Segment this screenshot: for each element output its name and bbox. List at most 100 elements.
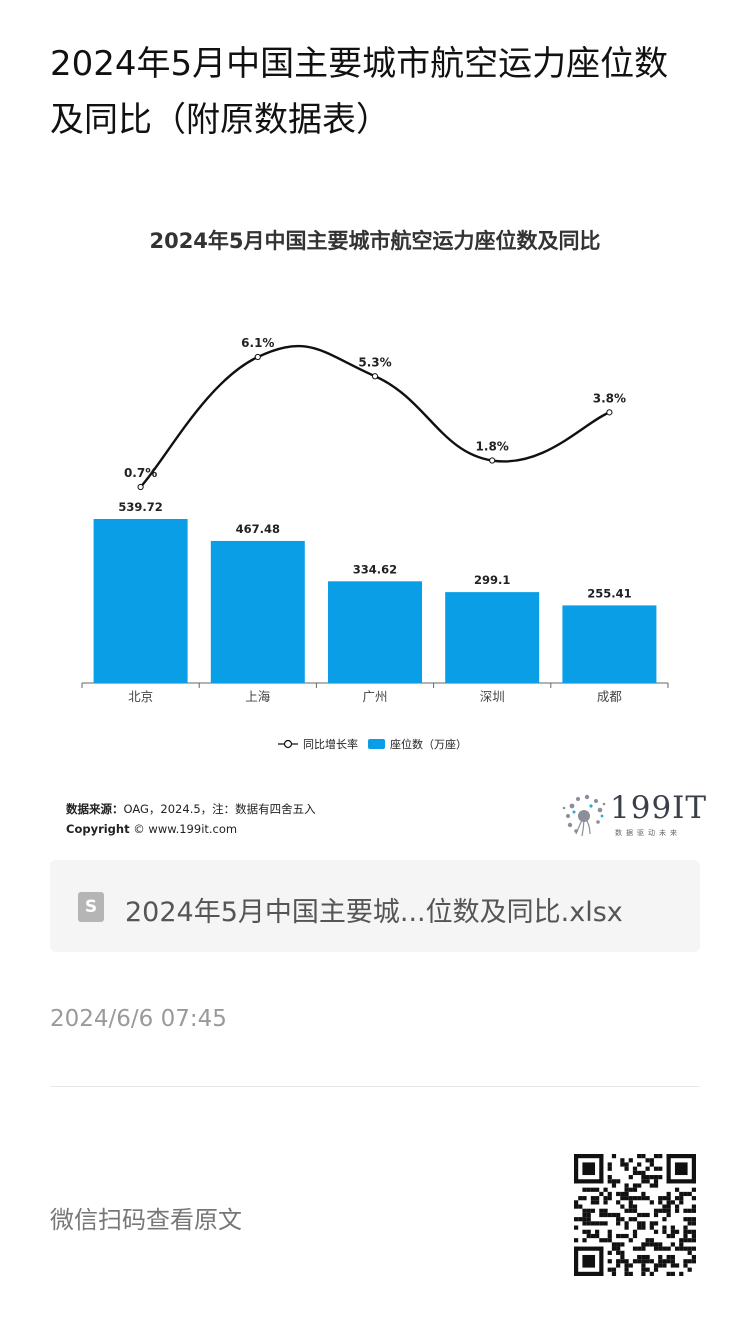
qr-module — [691, 1196, 696, 1201]
qr-module — [662, 1217, 667, 1222]
qr-module — [658, 1175, 663, 1180]
bar — [210, 540, 305, 683]
qr-module — [641, 1196, 646, 1201]
qr-module — [662, 1229, 667, 1234]
qr-module — [653, 1166, 659, 1171]
qr-module — [691, 1259, 696, 1264]
qr-module — [628, 1271, 633, 1276]
qr-module — [582, 1229, 587, 1234]
qr-module — [582, 1212, 587, 1218]
x-tick-label: 北京 — [128, 689, 153, 704]
qr-module — [632, 1217, 638, 1222]
qr-module — [611, 1179, 617, 1184]
qr-module — [616, 1233, 621, 1239]
qr-module — [599, 1191, 604, 1197]
qr-finder — [599, 1246, 604, 1276]
qr-module — [624, 1187, 629, 1192]
qr-module — [649, 1271, 654, 1276]
brand-name: 199IT — [610, 790, 708, 826]
qr-module — [670, 1229, 675, 1234]
qr-finder — [666, 1179, 696, 1184]
qr-module — [620, 1250, 625, 1255]
qr-module — [628, 1200, 633, 1205]
qr-module — [687, 1238, 692, 1243]
qr-module — [674, 1229, 680, 1234]
qr-module — [616, 1242, 621, 1247]
qr-module — [641, 1267, 646, 1272]
qr-module — [653, 1229, 659, 1234]
qr-module — [616, 1200, 621, 1205]
qr-module — [653, 1212, 659, 1218]
qr-module — [586, 1212, 591, 1218]
qr-module — [641, 1154, 646, 1159]
qr-module — [590, 1187, 596, 1192]
qr-finder — [574, 1154, 604, 1159]
file-icon-letter: S — [84, 897, 98, 917]
qr-module — [691, 1208, 696, 1213]
qr-module — [611, 1242, 617, 1247]
growth-point — [137, 483, 144, 491]
qr-module — [687, 1191, 692, 1197]
qr-module — [658, 1246, 663, 1251]
qr-module — [624, 1196, 629, 1201]
qr-finder — [666, 1154, 696, 1159]
qr-module — [683, 1263, 688, 1268]
qr-module — [607, 1229, 612, 1234]
qr-module — [662, 1225, 667, 1230]
qr-module — [670, 1242, 675, 1247]
attachment-file-name[interactable]: 2024年5月中国主要城...位数及同比.xlsx — [125, 897, 623, 928]
qr-module — [683, 1259, 688, 1264]
qr-module — [607, 1238, 612, 1243]
qr-module — [674, 1204, 680, 1209]
qr-module — [683, 1233, 688, 1239]
qr-module — [582, 1196, 587, 1201]
qr-module — [632, 1166, 638, 1171]
qr-module — [574, 1238, 579, 1243]
qr-module — [649, 1259, 654, 1264]
qr-module — [586, 1221, 591, 1226]
qr-module — [649, 1225, 654, 1230]
bar-value-label: 467.48 — [236, 522, 280, 536]
qr-module — [586, 1208, 591, 1213]
qr-module — [679, 1200, 684, 1205]
growth-value-label: 3.8% — [593, 391, 626, 405]
qr-module — [603, 1208, 608, 1213]
qr-module — [632, 1183, 638, 1188]
qr-module — [679, 1271, 684, 1276]
qr-module — [599, 1221, 604, 1226]
qr-module — [649, 1158, 654, 1163]
attachment-file[interactable]: S 2024年5月中国主要城...位数及同比.xlsx — [50, 860, 700, 952]
qr-module — [616, 1250, 621, 1255]
qr-module — [590, 1200, 596, 1205]
qr-module — [624, 1183, 629, 1188]
qr-module — [611, 1183, 617, 1188]
divider — [50, 1086, 700, 1087]
qr-module — [662, 1246, 667, 1251]
qr-module — [632, 1187, 638, 1192]
qr-finder — [574, 1271, 604, 1276]
qr-finder — [574, 1179, 604, 1184]
qr-module — [616, 1191, 621, 1197]
growth-value-label: 6.1% — [241, 336, 274, 350]
bar-value-label: 299.1 — [474, 573, 510, 587]
qr-module — [637, 1170, 642, 1176]
qr-code[interactable] — [574, 1154, 696, 1276]
qr-module — [670, 1259, 675, 1264]
qr-module — [582, 1238, 587, 1243]
qr-module — [658, 1254, 663, 1260]
qr-module — [620, 1162, 625, 1167]
qr-module — [620, 1204, 625, 1209]
qr-module — [645, 1158, 650, 1163]
qr-module — [578, 1217, 583, 1222]
qr-module — [578, 1196, 583, 1201]
qr-module — [637, 1254, 642, 1260]
qr-module — [649, 1221, 654, 1226]
qr-module — [691, 1238, 696, 1243]
legend-label-growth: 同比增长率 — [303, 737, 358, 751]
legend-label-seats: 座位数（万座） — [390, 737, 467, 751]
qr-module — [653, 1221, 659, 1226]
qr-module — [607, 1191, 612, 1197]
qr-module — [624, 1259, 629, 1264]
qr-module — [632, 1196, 638, 1201]
qr-module — [595, 1200, 600, 1205]
